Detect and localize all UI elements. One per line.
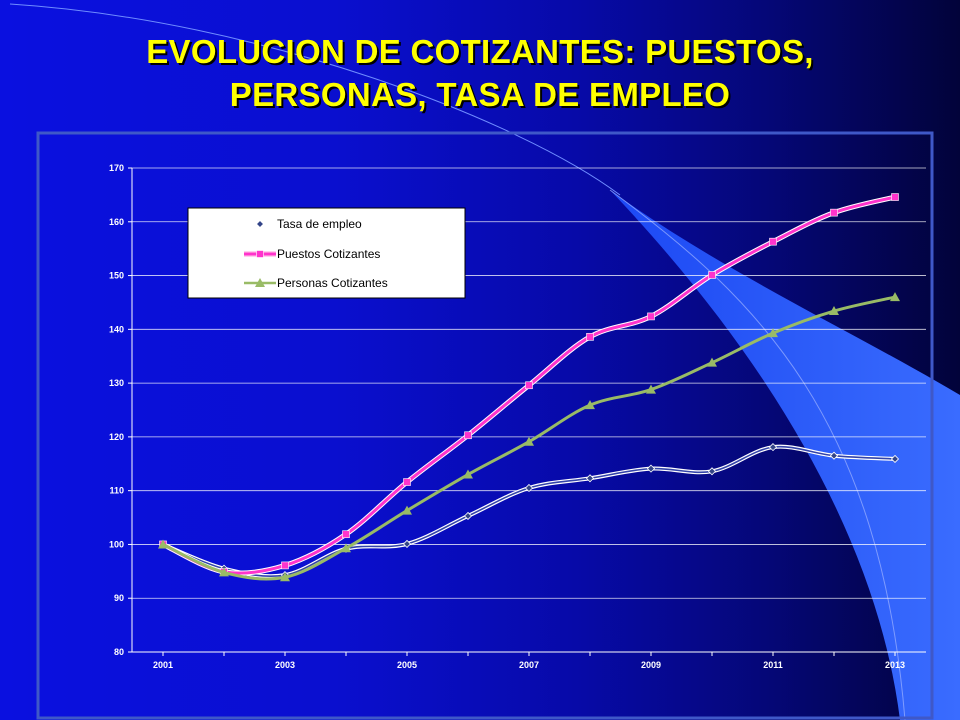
point-personas-cotizantes-2006 [463,469,473,479]
line-tasa-de-empleo [162,445,896,578]
point-tasa-de-empleo-2006 [463,511,473,521]
legend-box [187,207,466,299]
series-personas-cotizantes [158,292,900,582]
x-tick-label-2003: 2003 [275,660,295,670]
point-tasa-de-empleo-2007 [524,483,534,493]
point-puestos-cotizantes-2013 [891,193,899,201]
y-tick-label-150: 150 [109,271,124,281]
series [158,193,900,582]
y-tick-label-110: 110 [109,486,124,496]
x-tick-label-2009: 2009 [641,660,661,670]
legend-label-puestos-cotizantes: Puestos Cotizantes [277,247,380,261]
point-tasa-de-empleo-2009 [646,464,656,473]
y-tick-label-130: 130 [109,378,124,388]
point-puestos-cotizantes-2006 [464,431,472,440]
legend-item-tasa-de-empleo: Tasa de empleo [255,217,362,231]
legend-item-puestos-cotizantes: Puestos Cotizantes [244,247,380,261]
legend-marker-personas-cotizantes [255,278,265,287]
y-tick-label-100: 100 [109,539,124,549]
legend-marker-puestos-cotizantes [256,250,264,258]
point-personas-cotizantes-2001 [158,539,168,549]
point-personas-cotizantes-2002 [219,567,229,577]
x-tick-label-2005: 2005 [397,660,417,670]
swoosh-arc-line [9,3,621,196]
point-tasa-de-empleo-2012 [829,451,839,460]
legend-label-tasa-de-empleo: Tasa de empleo [277,217,362,231]
x-tick-label-2001: 2001 [153,660,173,670]
legend-label-personas-cotizantes: Personas Cotizantes [277,276,388,290]
point-tasa-de-empleo-2005 [402,539,412,548]
legend-marker-tasa-de-empleo [255,219,265,229]
point-tasa-de-empleo-2008 [585,474,595,483]
legend-item-personas-cotizantes: Personas Cotizantes [244,276,388,290]
title-line-2: PERSONAS, TASA DE EMPLEO [229,76,731,113]
title-line-1: EVOLUCION DE COTIZANTES: PUESTOS, [146,33,814,70]
point-personas-cotizantes-2003 [280,572,290,582]
point-personas-cotizantes-2012 [829,306,839,316]
point-tasa-de-empleo-2010 [707,467,717,476]
y-tick-label-120: 120 [109,432,124,442]
point-puestos-cotizantes-2011 [769,237,777,246]
point-personas-cotizantes-2013 [890,292,900,302]
point-puestos-cotizantes-2008 [586,333,594,341]
point-personas-cotizantes-2010 [707,357,717,367]
point-puestos-cotizantes-2003 [281,561,289,570]
point-puestos-cotizantes-2007 [525,381,533,390]
point-puestos-cotizantes-2004 [342,530,350,539]
y-tick-label-90: 90 [114,593,124,603]
point-personas-cotizantes-2004 [341,543,351,553]
x-tick-label-2007: 2007 [519,660,539,670]
legend: Tasa de empleo Puestos Cotizantes Personas… [187,207,466,299]
y-tick-label-140: 140 [109,324,124,334]
point-personas-cotizantes-2008 [585,400,595,410]
point-puestos-cotizantes-2009 [647,312,655,321]
point-personas-cotizantes-2005 [402,505,412,515]
x-tick-label-2011: 2011 [763,660,783,670]
point-tasa-de-empleo-2011 [768,443,778,452]
axes: 80 90 100 110 120 130 140 150 160 170 2001 2003 2005… [109,163,926,670]
slide-title: EVOLUCION DE COTIZANTES: PUESTOS, PERSON… [0,30,960,116]
y-tick-label-80: 80 [114,647,124,657]
line-tasa-de-empleo-outline [162,444,896,579]
point-puestos-cotizantes-2010 [708,271,716,279]
point-personas-cotizantes-2007 [524,436,534,446]
point-tasa-de-empleo-2013 [890,454,900,464]
point-personas-cotizantes-2009 [646,384,656,394]
series-tasa-de-empleo [158,443,900,580]
y-tick-label-160: 160 [109,217,124,227]
point-puestos-cotizantes-2005 [403,478,411,486]
x-tick-label-2013: 2013 [885,660,905,670]
swoosh-shape [610,190,960,720]
swoosh-edge-line [609,189,906,720]
point-personas-cotizantes-2011 [768,328,778,338]
series-puestos-cotizantes [159,193,899,576]
y-tick-label-170: 170 [109,163,124,173]
point-puestos-cotizantes-2012 [830,208,838,217]
chart-frame [36,131,934,720]
